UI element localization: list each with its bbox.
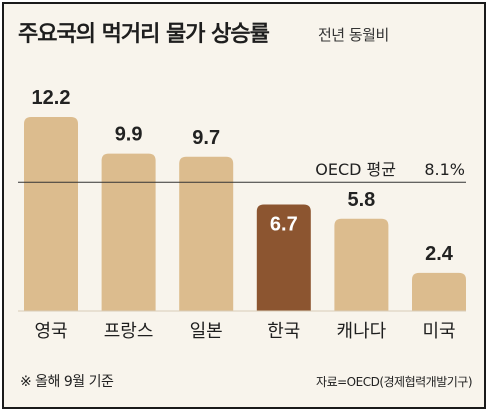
chart-title: 주요국의 먹거리 물가 상승률	[18, 22, 270, 47]
category-label: 미국	[422, 321, 455, 342]
bar	[179, 156, 234, 311]
source-note: 자료=OECD(경제협력개발기구)	[316, 375, 472, 389]
bar	[412, 272, 466, 311]
bar	[101, 153, 156, 311]
value-label: 5.8	[347, 189, 375, 211]
reference-line-label: OECD 평균	[315, 160, 396, 179]
category-label: 프랑스	[104, 321, 154, 342]
value-label: 6.7	[270, 213, 298, 235]
reference-line-value: 8.1%	[424, 160, 465, 179]
category-label: 영국	[34, 321, 67, 342]
bar	[24, 117, 78, 311]
value-label: 2.4	[425, 243, 454, 265]
category-label: 일본	[190, 321, 223, 342]
value-label: 9.9	[115, 124, 143, 146]
category-label: 캐나다	[337, 321, 387, 342]
category-label: 한국	[267, 321, 300, 342]
value-label: 9.7	[192, 127, 220, 149]
bar	[256, 204, 311, 311]
bar	[334, 218, 389, 311]
footnote: ※ 올해 9월 기준	[20, 374, 114, 390]
value-label: 12.2	[32, 87, 71, 109]
chart-subtitle: 전년 동월비	[318, 26, 389, 44]
